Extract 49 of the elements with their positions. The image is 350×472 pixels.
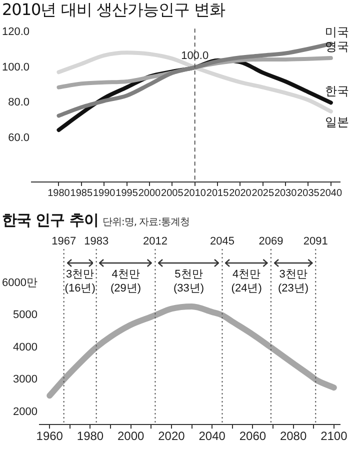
annotation: 100.0 <box>181 50 209 62</box>
series-label: 한국 <box>325 84 349 98</box>
annotation: 3천만 (16년) <box>64 268 96 295</box>
chart-subtitle: 단위:명, 자료:통계청 <box>102 217 190 228</box>
y-tick-label: 3000 <box>12 374 38 386</box>
x-tick-label: 2000 <box>117 429 145 444</box>
series-label: 일본 <box>325 114 349 129</box>
x-tick-label: 1990 <box>92 188 116 199</box>
y-tick-label: 100.0 <box>2 61 30 74</box>
y-tick-label: 5000 <box>12 309 38 322</box>
ref-line-label: 2012 <box>142 236 168 248</box>
series-label: 영국 <box>325 39 349 54</box>
x-tick-label: 2020 <box>158 429 186 444</box>
chart-title: 2010년 대비 생산가능인구 변화 <box>1 0 226 20</box>
annotation: 3천만 (23년) <box>278 268 309 295</box>
x-tick-label: 2000 <box>138 188 162 199</box>
x-tick-label: 1980 <box>76 429 104 444</box>
y-tick-label: 4000 <box>12 341 38 354</box>
y-tick-label: 6000만 <box>2 277 38 290</box>
y-tick-label: 2000 <box>12 406 38 418</box>
y-tick-label: 120.0 <box>2 26 30 38</box>
x-tick-label: 2015 <box>206 188 230 199</box>
x-tick-label: 2020 <box>229 188 252 199</box>
y-tick-label: 80.0 <box>8 96 30 109</box>
x-tick-label: 2030 <box>274 188 298 199</box>
ref-line-label: 1967 <box>52 236 76 248</box>
x-tick-label: 2035 <box>297 188 320 199</box>
ref-line-label: 1983 <box>84 236 109 248</box>
x-tick-label: 2025 <box>252 188 274 199</box>
chart-title: 한국 인구 추이 <box>2 211 98 229</box>
x-tick-label: 2100 <box>320 429 348 444</box>
x-tick-label: 2080 <box>280 429 307 444</box>
annotation: 4천만 (24년) <box>231 268 262 295</box>
y-tick-label: 60.0 <box>8 132 30 144</box>
x-tick-label: 1985 <box>70 188 93 199</box>
x-tick-label: 2060 <box>239 429 266 444</box>
x-tick-label: 2040 <box>320 188 342 199</box>
x-tick-label: 2010 <box>184 188 206 199</box>
x-tick-label: 1980 <box>48 188 70 199</box>
x-tick-label: 2040 <box>198 429 226 444</box>
x-tick-label: 1995 <box>116 188 138 199</box>
ref-line-label: 2091 <box>303 236 328 248</box>
series-label: 미국 <box>325 25 349 40</box>
ref-line-label: 2045 <box>210 236 234 248</box>
x-tick-label: 1960 <box>36 429 64 444</box>
annotation: 4천만 (29년) <box>110 268 142 295</box>
ref-line-label: 2069 <box>258 236 284 248</box>
x-tick-label: 2005 <box>161 188 184 199</box>
annotation: 5천만 (33년) <box>173 268 204 295</box>
